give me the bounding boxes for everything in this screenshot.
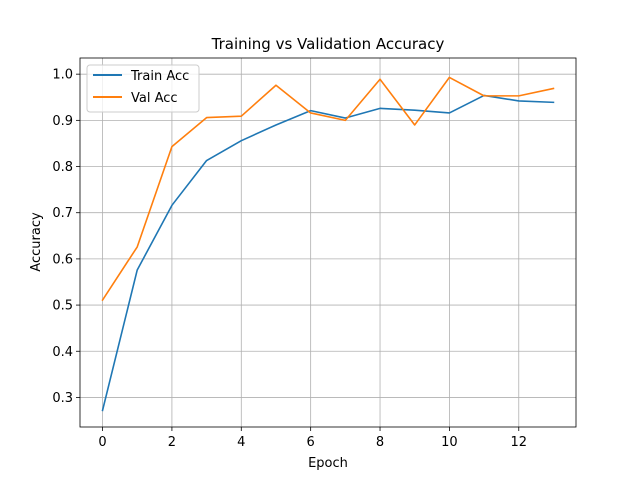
x-axis-label: Epoch: [308, 456, 348, 471]
legend-label-val-acc: Val Acc: [131, 91, 178, 106]
x-tick-label: 2: [168, 435, 176, 450]
x-tick-label: 0: [98, 435, 106, 450]
x-tick-label: 6: [307, 435, 315, 450]
y-tick-label: 0.8: [52, 160, 73, 175]
x-tick-label: 8: [376, 435, 384, 450]
y-tick-label: 0.4: [52, 345, 73, 360]
y-tick-label: 0.9: [52, 114, 73, 129]
y-axis-label: Accuracy: [29, 212, 44, 272]
x-tick-label: 4: [237, 435, 245, 450]
legend: Train Acc Val Acc: [87, 65, 199, 112]
legend-label-train-acc: Train Acc: [130, 69, 189, 84]
x-tick-label: 10: [441, 435, 458, 450]
y-tick-label: 0.7: [52, 206, 73, 221]
x-tick-label: 12: [510, 435, 527, 450]
y-tick-label: 0.6: [52, 252, 73, 267]
y-tick-label: 1.0: [52, 68, 73, 83]
y-tick-label: 0.3: [52, 391, 73, 406]
chart-title: Training vs Validation Accuracy: [211, 35, 445, 53]
y-tick-label: 0.5: [52, 299, 73, 314]
